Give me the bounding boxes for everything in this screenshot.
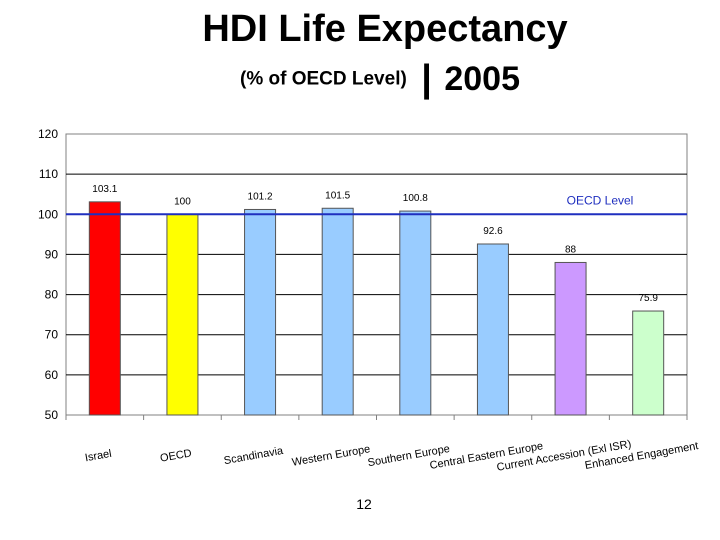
bar [554, 261, 587, 416]
bar [88, 201, 121, 416]
y-tick-label: 50 [45, 408, 59, 422]
subtitle-row: (% of OECD Level) | 2005 [0, 58, 720, 101]
y-tick-label: 60 [45, 368, 59, 382]
y-tick-label: 90 [45, 247, 59, 261]
page-title: HDI Life Expectancy [202, 8, 568, 50]
subtitle: (% of OECD Level) [240, 68, 407, 90]
category-label: Western Europe [291, 443, 371, 469]
subtitle-year: 2005 [444, 60, 520, 98]
value-label: 103.1 [92, 184, 117, 195]
plot-area [65, 133, 688, 416]
y-tick-label: 70 [45, 328, 59, 342]
y-tick-label: 80 [45, 288, 59, 302]
category-label: Scandinavia [223, 445, 285, 467]
bar [476, 243, 509, 416]
bar [244, 208, 277, 416]
value-label: 75.9 [638, 293, 658, 304]
reference-line-label: OECD Level [567, 193, 634, 207]
value-label: 100 [174, 196, 191, 207]
value-label: 88 [565, 244, 577, 255]
y-tick-label: 110 [39, 167, 58, 181]
bar [166, 213, 199, 416]
value-label: 101.5 [325, 190, 350, 201]
y-tick-label: 120 [38, 127, 58, 141]
value-label: 100.8 [403, 193, 428, 204]
value-label: 92.6 [483, 226, 503, 237]
category-label: Israel [84, 448, 113, 464]
page-number: 12 [356, 496, 372, 512]
category-label: OECD [159, 447, 192, 464]
value-label: 101.2 [248, 191, 273, 202]
bar [632, 310, 665, 416]
y-tick-label: 100 [38, 207, 58, 221]
bar [321, 207, 354, 416]
subtitle-separator: | [421, 58, 432, 100]
bar [399, 210, 432, 416]
